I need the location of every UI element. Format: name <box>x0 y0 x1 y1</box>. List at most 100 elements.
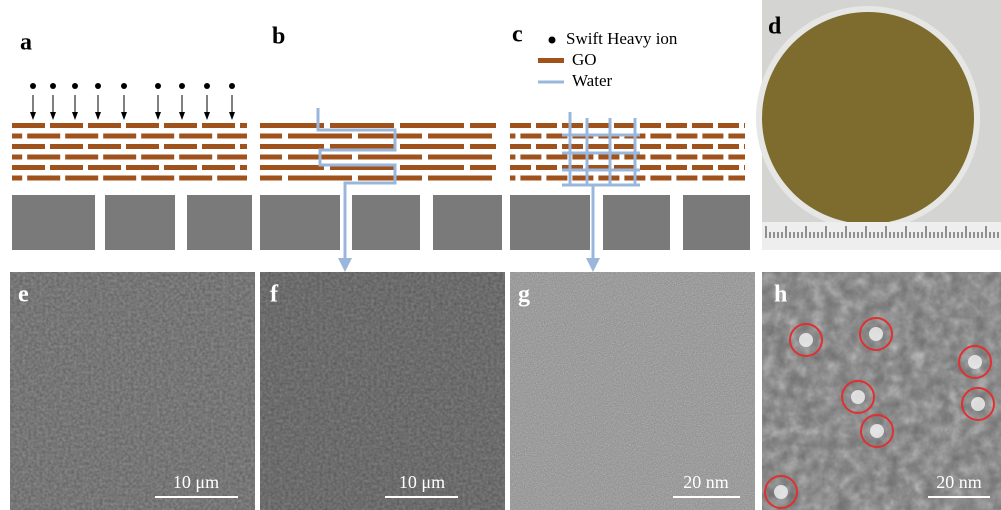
go-sheet <box>428 134 492 139</box>
go-sheet <box>676 134 697 139</box>
go-sheet <box>103 134 136 139</box>
go-sheet <box>744 165 745 170</box>
go-sheet <box>88 144 121 149</box>
go-sheet <box>260 144 324 149</box>
go-sheet <box>400 165 464 170</box>
ion <box>72 83 78 89</box>
go-sheet <box>702 134 723 139</box>
ion-arrowhead <box>72 112 78 120</box>
go-sheet <box>12 123 45 128</box>
go-sheet <box>27 134 60 139</box>
go-sheet <box>358 155 422 160</box>
go-sheet <box>728 176 745 181</box>
schematics <box>12 83 750 272</box>
go-sheet <box>718 165 739 170</box>
go-sheet <box>27 176 60 181</box>
legend-label: Water <box>572 71 612 90</box>
ion-arrowhead <box>95 112 101 120</box>
go-sheet <box>50 144 83 149</box>
pore-highlight <box>799 333 813 347</box>
ion <box>155 83 161 89</box>
substrate-block <box>105 195 175 250</box>
panel-label: g <box>518 282 530 308</box>
ion-arrowhead <box>30 112 36 120</box>
panel-label: c <box>512 22 523 48</box>
ion <box>95 83 101 89</box>
ion-arrowhead <box>50 112 56 120</box>
go-sheet <box>676 176 697 181</box>
go-sheet <box>202 165 235 170</box>
go-sheet <box>520 176 541 181</box>
go-sheet <box>141 176 174 181</box>
panel-label: e <box>18 282 29 308</box>
go-sheet <box>588 144 609 149</box>
go-sheet <box>358 176 422 181</box>
go-sheet <box>510 144 531 149</box>
go-sheet <box>164 165 197 170</box>
go-sheet <box>588 123 609 128</box>
go-sheet <box>141 134 174 139</box>
go-sheet <box>400 144 464 149</box>
go-sheet <box>702 176 723 181</box>
page: 10 μm 10 μm 20 nm 20 nm Swift Heavy ion … <box>0 0 1001 510</box>
legend-ion <box>549 37 556 44</box>
panel-label: b <box>272 24 285 50</box>
go-sheet <box>520 155 541 160</box>
go-sheet <box>744 144 745 149</box>
go-sheet <box>470 165 496 170</box>
ion <box>204 83 210 89</box>
pore-highlight <box>851 390 865 404</box>
go-sheet <box>470 144 496 149</box>
go-sheet <box>510 165 531 170</box>
pore-highlight <box>870 424 884 438</box>
go-sheet <box>260 123 324 128</box>
substrate-block <box>187 195 252 250</box>
substrate-block <box>352 195 420 250</box>
go-sheet <box>141 155 174 160</box>
panel-label: a <box>20 30 32 56</box>
panel-label: f <box>270 282 279 308</box>
ion-arrowhead <box>179 112 185 120</box>
go-sheet <box>510 134 515 139</box>
substrate-block <box>510 195 590 250</box>
go-sheet <box>330 123 394 128</box>
go-sheet <box>12 144 45 149</box>
go-sheet <box>126 165 159 170</box>
pore-highlight <box>971 397 985 411</box>
go-sheet <box>728 134 745 139</box>
substrate-block <box>603 195 670 250</box>
go-sheet <box>702 155 723 160</box>
legend-go <box>538 58 564 63</box>
pore-highlight <box>774 485 788 499</box>
go-sheet <box>164 123 197 128</box>
go-sheet <box>240 123 247 128</box>
go-sheet <box>240 165 247 170</box>
scale-label: 20 nm <box>936 472 982 492</box>
ion <box>121 83 127 89</box>
go-sheet <box>50 165 83 170</box>
go-sheet <box>103 155 136 160</box>
panel-label: d <box>768 14 782 40</box>
substrate-block <box>683 195 750 250</box>
ion <box>30 83 36 89</box>
go-sheet <box>50 123 83 128</box>
legend-label: GO <box>572 50 597 69</box>
sem-texture <box>260 272 505 510</box>
go-sheet <box>358 134 422 139</box>
go-sheet <box>88 165 121 170</box>
go-sheet <box>546 176 567 181</box>
ion <box>179 83 185 89</box>
go-sheet <box>536 144 557 149</box>
go-sheet <box>614 123 635 128</box>
go-sheet <box>692 123 713 128</box>
go-sheet <box>260 155 282 160</box>
figure: 10 μm 10 μm 20 nm 20 nm Swift Heavy ion … <box>0 0 1001 510</box>
go-sheet <box>202 144 235 149</box>
go-sheet <box>650 134 671 139</box>
go-sheet <box>614 144 635 149</box>
go-sheet <box>12 165 45 170</box>
go-sheet <box>666 165 687 170</box>
go-sheet <box>260 176 282 181</box>
go-sheet <box>470 123 496 128</box>
water-arrowhead <box>338 258 352 272</box>
